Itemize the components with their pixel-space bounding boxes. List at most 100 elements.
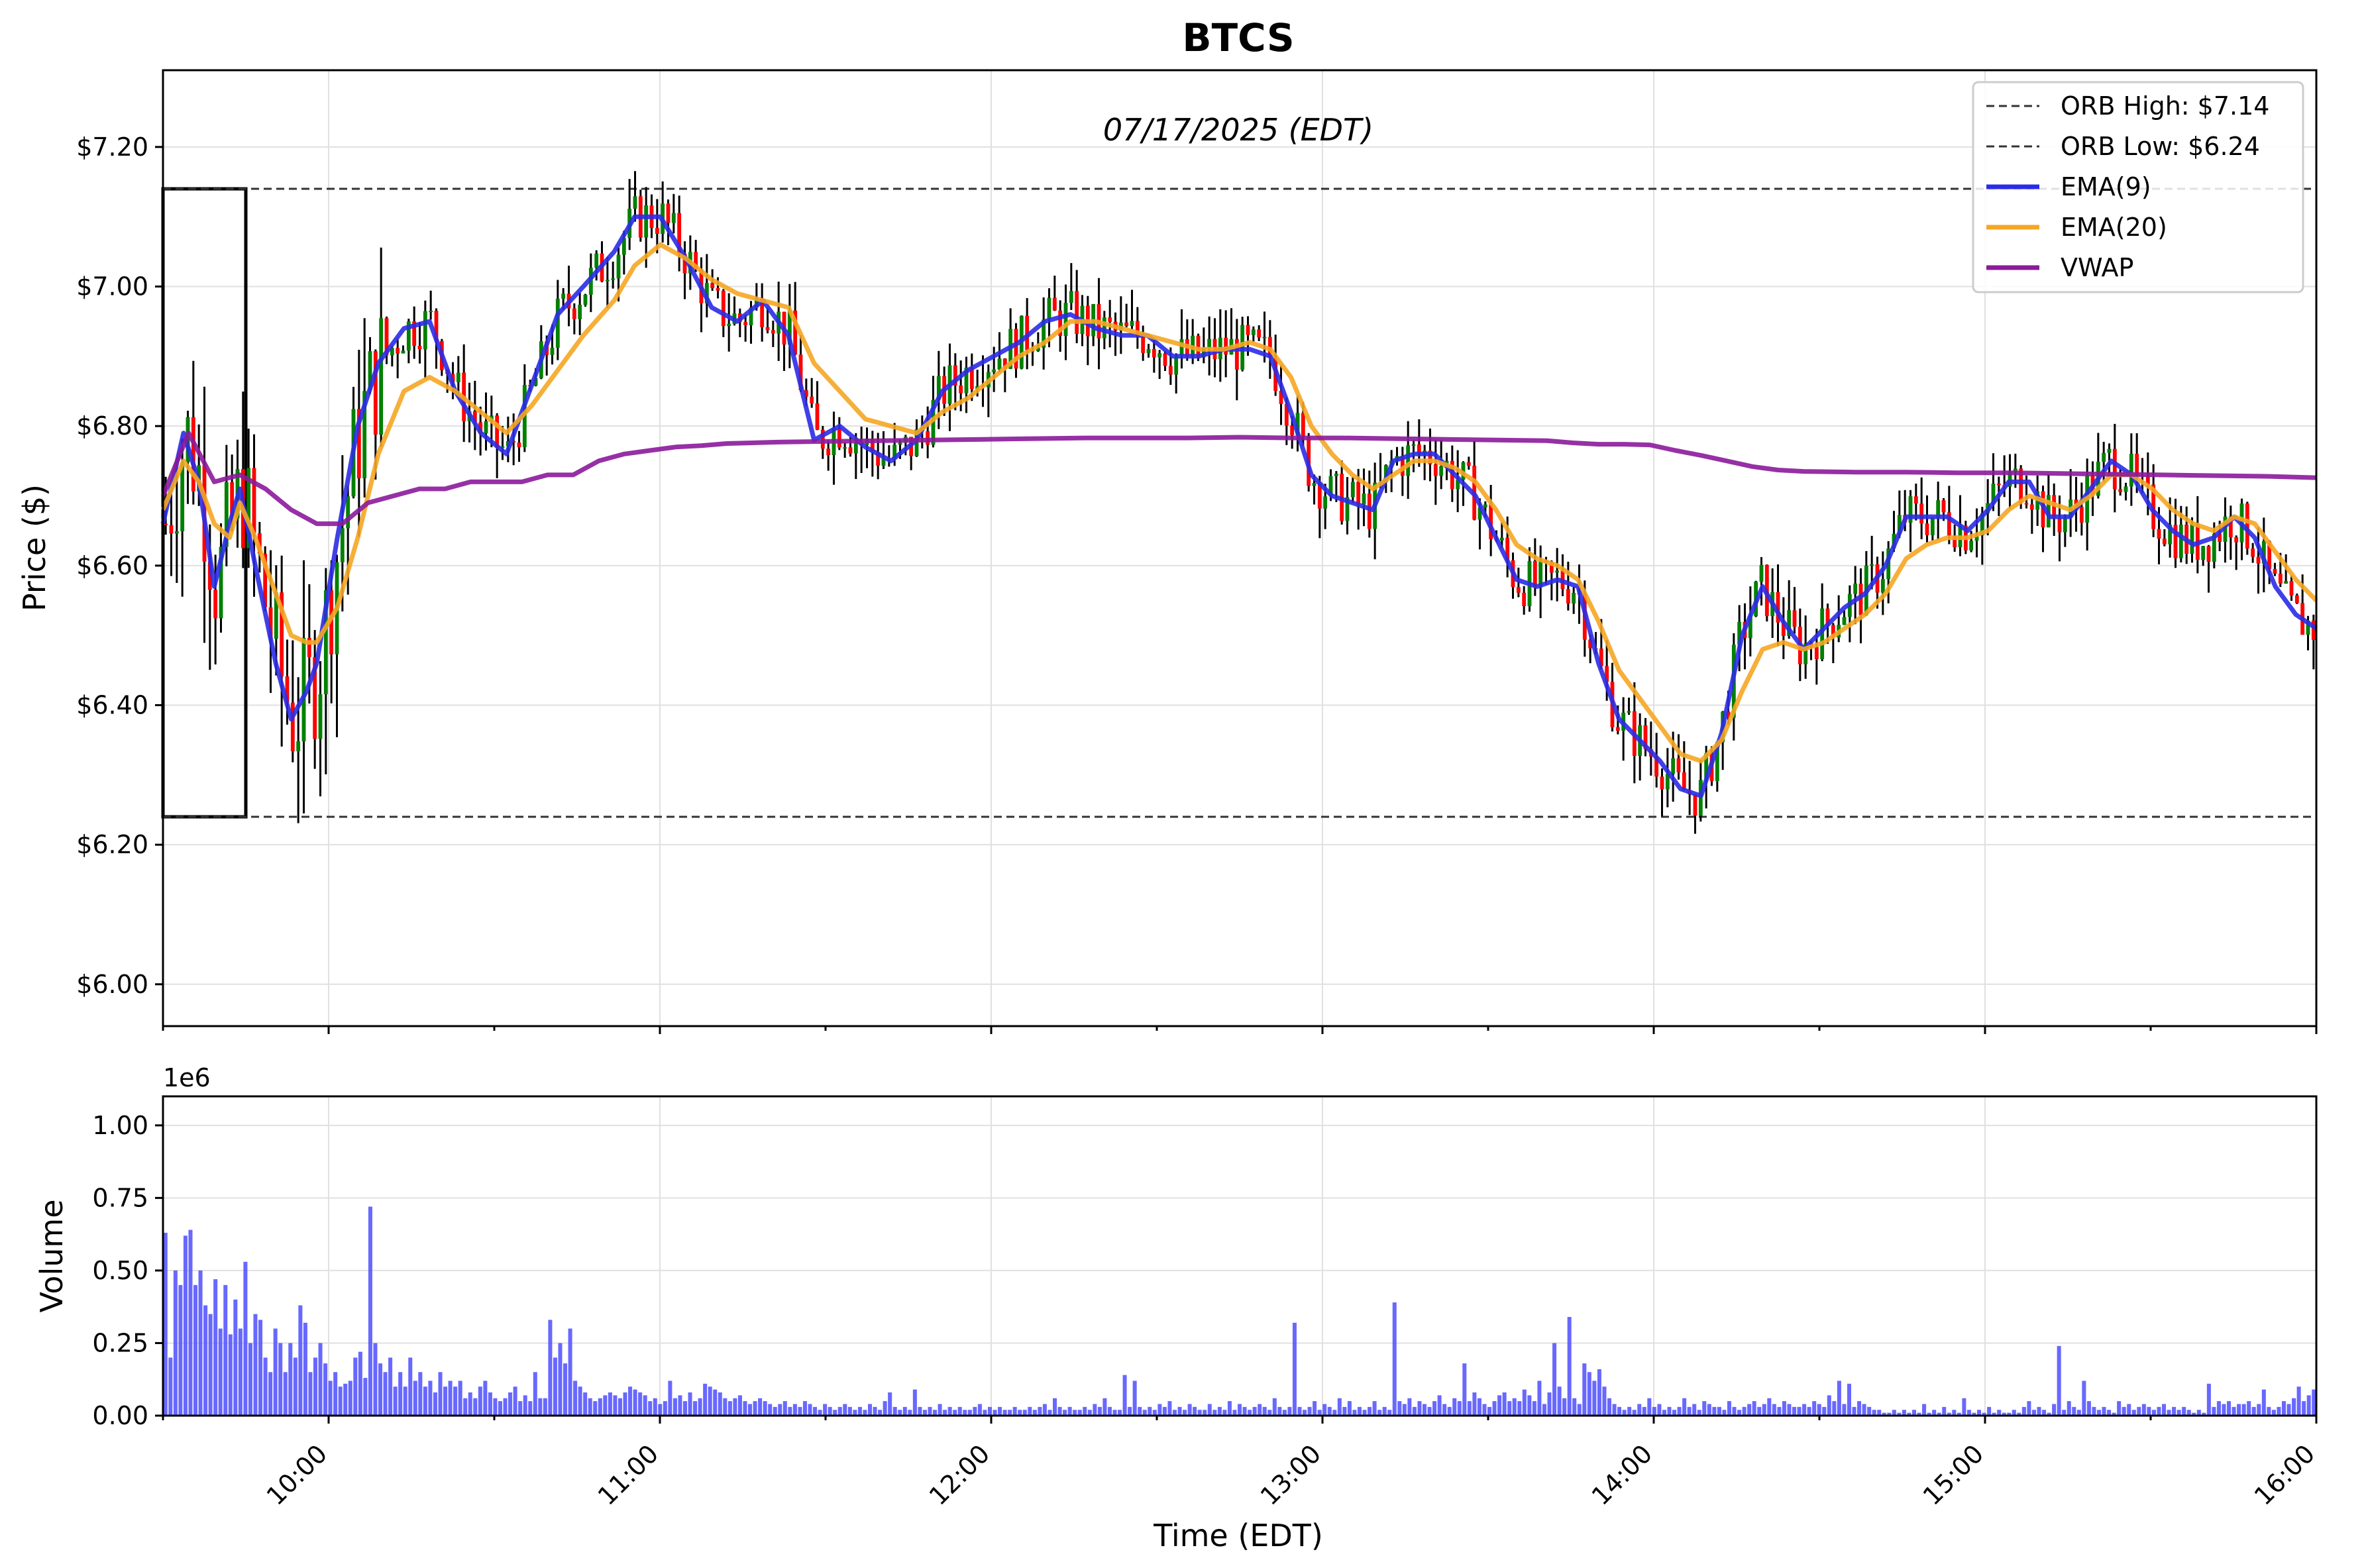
volume-bar [1592,1381,1597,1416]
candle-up [500,446,505,448]
candle-up [898,443,902,445]
candle-up [992,369,996,372]
candle-up [318,694,323,739]
volume-bar [1662,1410,1666,1416]
candle-down [2151,484,2156,529]
volume-bar [298,1305,303,1416]
volume-bar [363,1378,368,1416]
candle-down [953,365,957,386]
volume-bar [2141,1404,2146,1416]
volume-axes-frame [162,1095,2318,1417]
candle-down [1919,503,1924,524]
volume-bar [1757,1406,1762,1416]
candle-down [230,482,235,519]
volume-bar [778,1404,782,1416]
volume-bar [528,1401,533,1416]
candle-down [2273,568,2277,574]
volume-bar [1707,1404,1711,1416]
volume-bar [358,1351,362,1416]
volume-bar [1022,1410,1027,1416]
volume-bar [1112,1410,1117,1416]
volume-bar [2296,1386,2301,1416]
volume-bar [2302,1401,2306,1416]
volume-bar [983,1410,987,1416]
volume-bar [608,1392,612,1416]
volume-bar [2247,1401,2251,1416]
volume-bar [878,1410,883,1416]
volume-bar [1107,1406,1112,1416]
candle-down [1196,335,1201,358]
candle-up [1665,774,1670,790]
y-tick-label: $6.40 [76,690,148,719]
volume-bar [1747,1404,1752,1416]
volume-bar [1317,1410,1322,1416]
volume-bar [1737,1410,1742,1416]
volume-bar [1227,1401,1232,1416]
candle-up [1456,480,1460,490]
candle-down [1317,483,1322,509]
candle-down [2251,549,2255,557]
candle-down [876,452,881,466]
volume-bar [2012,1410,2016,1416]
volume-bar [808,1404,812,1416]
candle-up [749,307,753,326]
candle-down [2245,503,2249,549]
volume-bars [163,1206,2316,1416]
volume-bar [493,1398,498,1416]
volume-bar [1742,1406,1747,1416]
candle-up [997,358,1002,370]
volume-bar [1042,1404,1047,1416]
candle-up [1991,484,1996,503]
volume-bar [1587,1372,1591,1416]
candle-down [2294,595,2299,603]
volume-bar [1342,1406,1347,1416]
candle-down [252,468,256,534]
volume-bar [328,1381,333,1416]
volume-bar [1097,1406,1102,1416]
volume-y-axis: 0.00 0.25 0.50 0.75 1.00 [92,1111,163,1430]
volume-bar [553,1357,557,1416]
candle-up [605,280,610,282]
legend-label-orb-low: ORB Low: $6.24 [2061,132,2260,161]
volume-bar [1702,1401,1707,1416]
volume-bar [1897,1412,1902,1416]
volume-bar [2167,1410,2171,1416]
volume-bar [253,1314,258,1416]
volume-bar [857,1406,862,1416]
volume-bar [883,1401,887,1416]
volume-bar [603,1395,608,1416]
candle-down [1654,757,1659,777]
volume-bar [523,1395,527,1416]
candle-down [1913,496,1918,504]
candle-up [1174,356,1179,375]
volume-bar [833,1410,837,1416]
volume-bar [248,1343,252,1416]
volume-bar [1212,1410,1217,1416]
candle-down [1279,390,1283,404]
volume-bar [1477,1398,1481,1416]
candle-up [1572,593,1576,604]
candle-up [1787,610,1792,636]
volume-bar [468,1392,472,1416]
candle-up [1870,564,1874,566]
volume-bar [2017,1412,2021,1416]
volume-bar [693,1401,698,1416]
volume-bar [733,1398,737,1416]
candle-up [1406,445,1411,476]
volume-bar [928,1406,932,1416]
volume-bar [1048,1410,1052,1416]
volume-bar [648,1401,653,1416]
volume-bar [1997,1410,2002,1416]
volume-bar [498,1401,503,1416]
volume-bar [353,1357,358,1416]
candle-up [1478,507,1482,520]
volume-bar [2172,1406,2177,1416]
volume-bar [1002,1410,1007,1416]
candle-up [1969,541,1974,550]
volume-bar [303,1322,307,1416]
volume-bar [922,1410,927,1416]
y-tick-label: $6.20 [76,830,148,859]
candle-down [1052,297,1057,311]
candle-down [2228,516,2233,538]
candle-down [837,428,841,448]
